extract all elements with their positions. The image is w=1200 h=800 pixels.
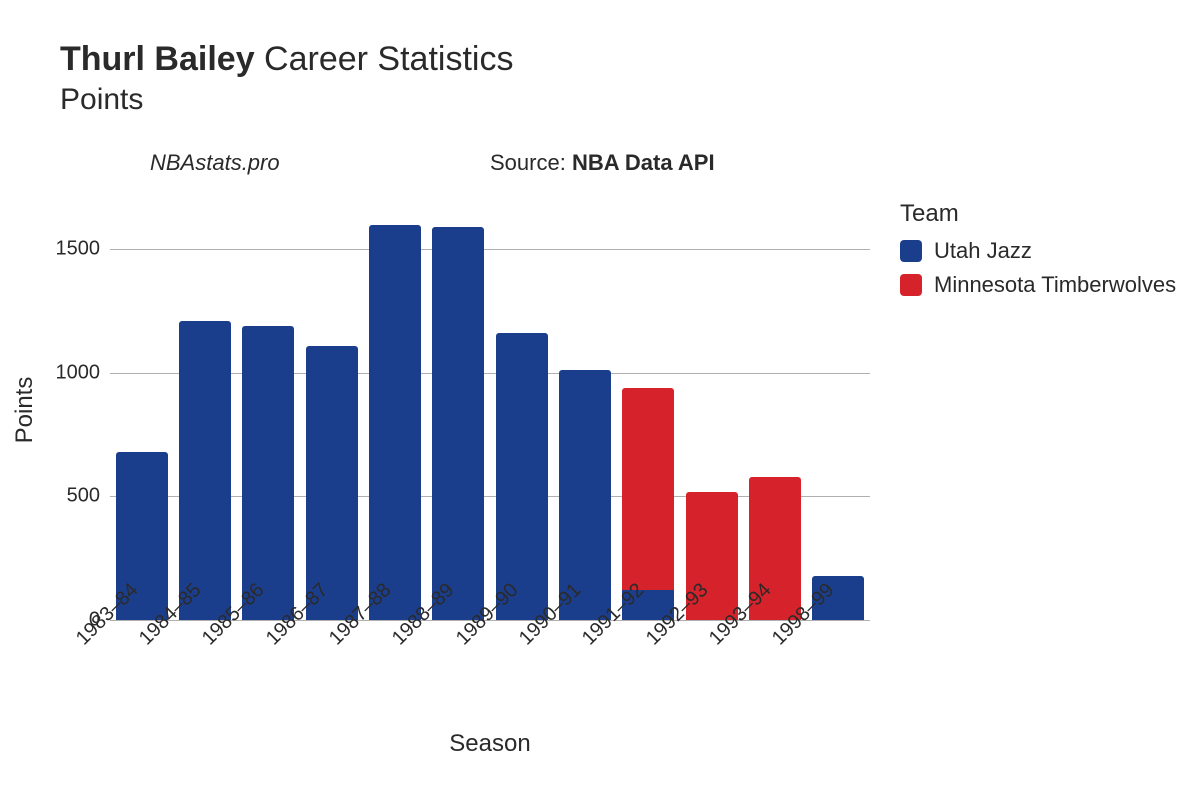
y-tick-label: 500: [67, 485, 100, 508]
x-axis-title: Season: [449, 730, 530, 758]
legend-swatch: [900, 274, 922, 296]
bar: [369, 200, 421, 620]
source-name: NBA Data API: [572, 150, 715, 175]
bar: [306, 200, 358, 620]
bar: [242, 200, 294, 620]
bar: [432, 200, 484, 620]
title-player-name: Thurl Bailey: [60, 40, 255, 78]
legend-item: Utah Jazz: [900, 238, 1176, 264]
chart-title-block: Thurl Bailey Career Statistics Points: [60, 40, 513, 117]
bar: [116, 200, 168, 620]
source-prefix: Source:: [490, 150, 572, 175]
plot-area: 0500100015001983–841984–851985–861986–87…: [110, 200, 870, 620]
bar-segment: [622, 388, 674, 591]
bar: [559, 200, 611, 620]
bar: [179, 200, 231, 620]
legend-title: Team: [900, 200, 1176, 228]
legend-label: Utah Jazz: [934, 238, 1032, 264]
chart-subtitle: Points: [60, 83, 513, 117]
y-tick-label: 1000: [56, 361, 101, 384]
bar-segment: [432, 227, 484, 620]
bar: [496, 200, 548, 620]
legend: Team Utah Jazz Minnesota Timberwolves: [900, 200, 1176, 306]
y-tick-label: 1500: [56, 238, 101, 261]
title-suffix: Career Statistics: [255, 40, 514, 78]
source-label: Source: NBA Data API: [490, 150, 715, 176]
legend-swatch: [900, 240, 922, 262]
bar-segment: [242, 326, 294, 620]
watermark-label: NBAstats.pro: [150, 150, 280, 176]
bar-segment: [179, 321, 231, 620]
bar: [622, 200, 674, 620]
legend-label: Minnesota Timberwolves: [934, 272, 1176, 298]
chart-title: Thurl Bailey Career Statistics: [60, 40, 513, 79]
legend-item: Minnesota Timberwolves: [900, 272, 1176, 298]
bar-segment: [306, 346, 358, 620]
y-axis-title: Points: [11, 377, 39, 444]
bar: [812, 200, 864, 620]
bar: [749, 200, 801, 620]
bar-segment: [369, 225, 421, 620]
bar: [686, 200, 738, 620]
bar-segment: [496, 333, 548, 620]
